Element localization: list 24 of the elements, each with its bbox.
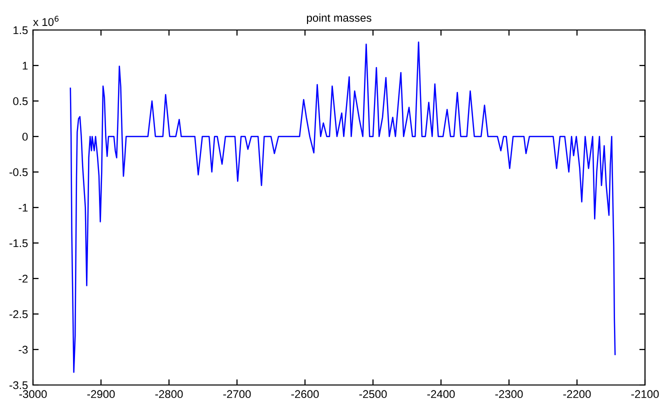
y-tick-label: -3: [18, 346, 28, 354]
x-tick-label: -2400: [427, 390, 455, 398]
y-tick-label: 1: [22, 62, 28, 70]
x-tick-label: -2100: [631, 390, 659, 398]
y-tick-label: -0.5: [9, 168, 28, 176]
chart-title: point masses: [306, 14, 372, 24]
x-tick-label: -2900: [87, 390, 115, 398]
x-tick-label: -2300: [495, 390, 523, 398]
y-tick-label: 0: [22, 132, 28, 141]
x-tick-label: -3000: [19, 390, 47, 398]
y-tick-label: -2.5: [9, 310, 28, 318]
text: x 10$^{6}$: [33, 16, 59, 26]
x-tick-label: -2500: [359, 390, 387, 398]
y-tick-label: -1: [18, 204, 28, 212]
x-tick-label: -2800: [155, 390, 183, 398]
y-tick-label: 1.5: [14, 26, 28, 34]
y-tick-label: -2: [18, 274, 28, 283]
x-tick-label: -2600: [291, 390, 319, 398]
line-series: [70, 41, 616, 373]
y-tick-label: -3.5: [9, 381, 28, 390]
y-tick-label: -1.5: [9, 239, 28, 248]
x-tick-label: -2200: [563, 390, 591, 398]
y-tick-label: 0.5: [13, 97, 28, 106]
x-tick-label: -2700: [223, 390, 251, 398]
